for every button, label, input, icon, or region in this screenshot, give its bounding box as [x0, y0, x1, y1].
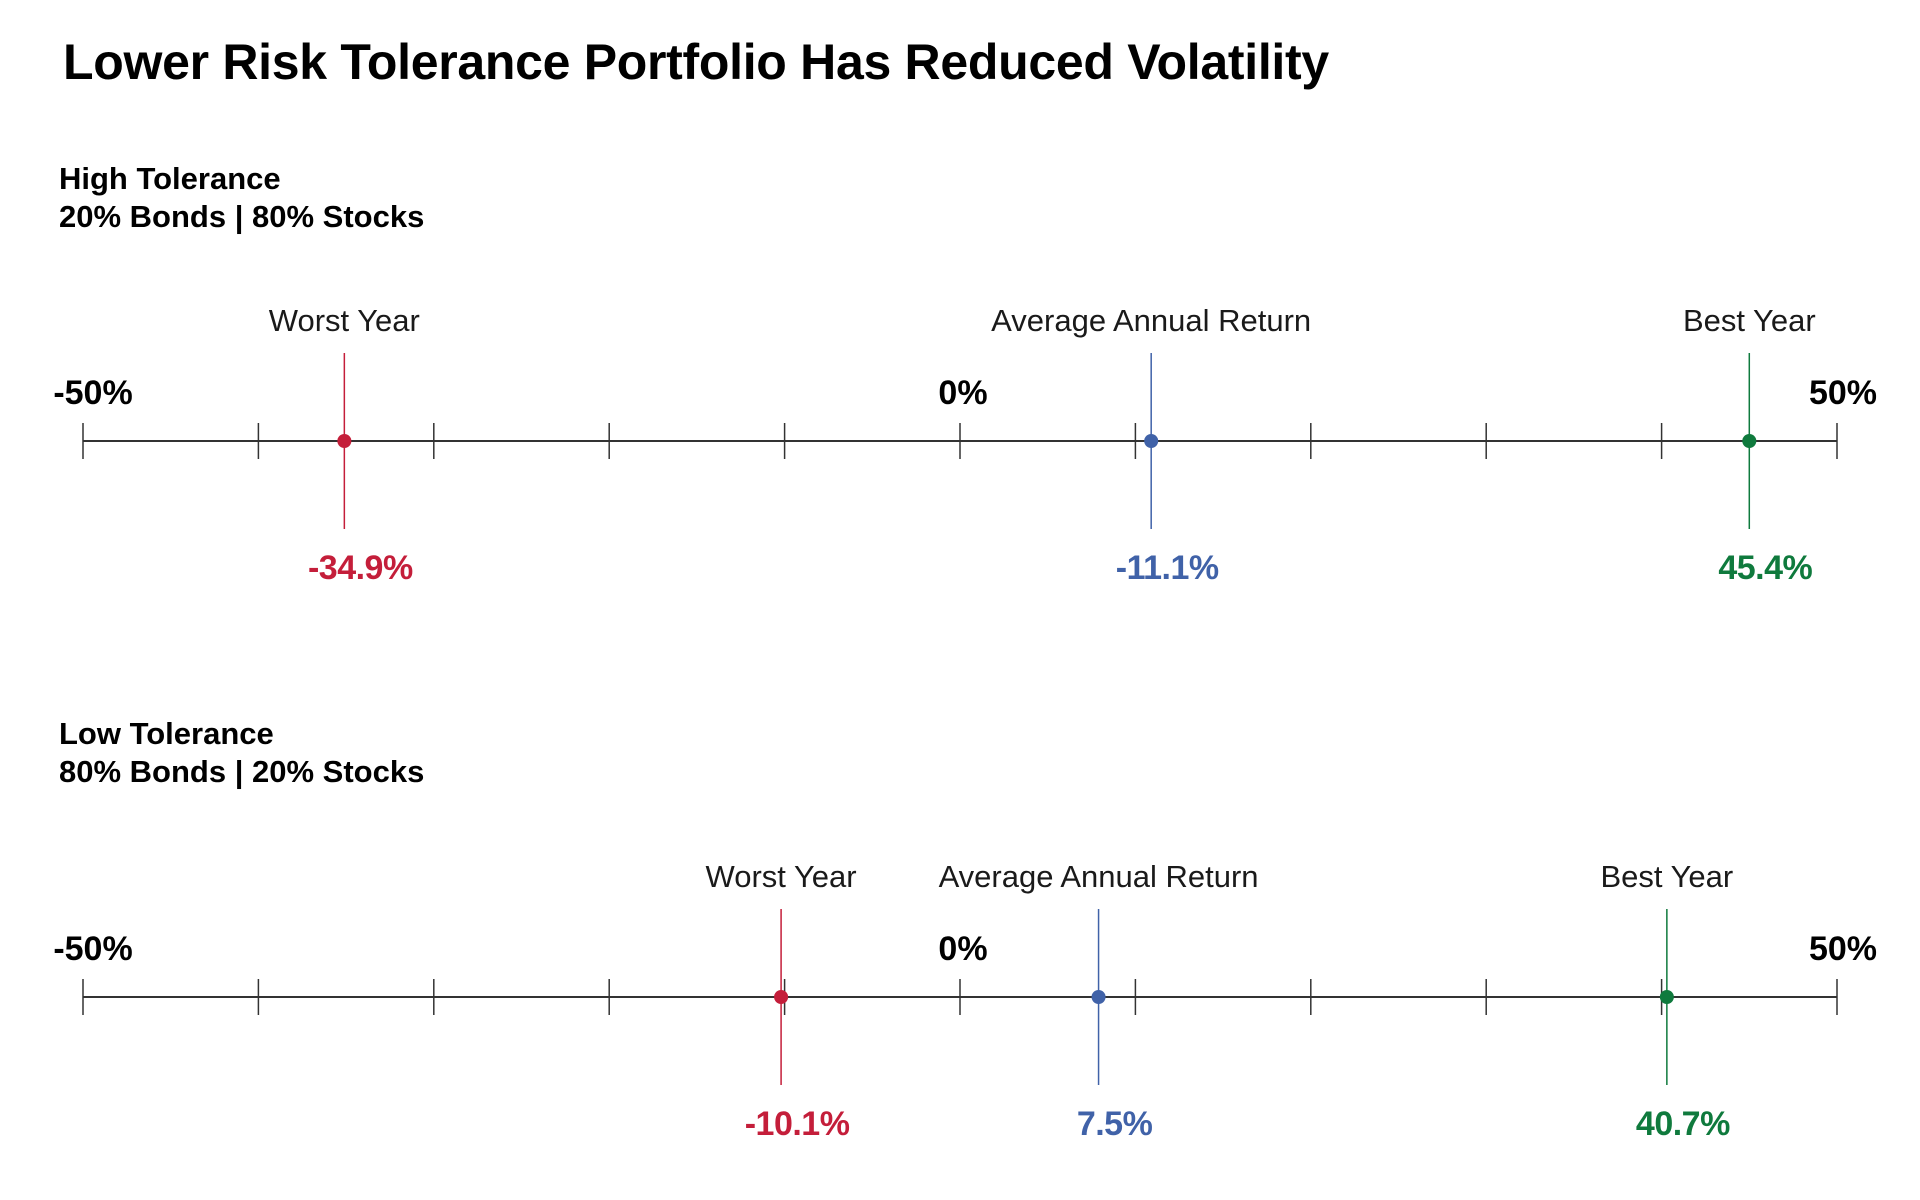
tick-label-max: 50% — [1809, 374, 1877, 412]
tick-label-max: 50% — [1809, 930, 1877, 968]
tick-label-min: -50% — [53, 374, 132, 412]
best-year-label: Best Year — [1683, 303, 1816, 338]
panel-header-low: Low Tolerance 80% Bonds | 20% Stocks — [59, 715, 424, 791]
panel-title: Low Tolerance — [59, 716, 274, 751]
worst-year-label: Worst Year — [706, 859, 857, 894]
panel-subtitle: 80% Bonds | 20% Stocks — [59, 754, 425, 789]
tick-label-zero: 0% — [938, 930, 987, 968]
best-year-value-label: 40.7% — [1636, 1105, 1730, 1143]
worst-year-value-label: -34.9% — [308, 549, 413, 587]
tick-label-min: -50% — [53, 930, 132, 968]
worst-year-point — [337, 434, 352, 448]
average-annual-return-value-label: -11.1% — [1116, 549, 1219, 587]
best-year-label: Best Year — [1601, 859, 1734, 894]
average-annual-return-value-label: 7.5% — [1077, 1105, 1153, 1143]
best-year-point — [1659, 990, 1674, 1004]
panel-subtitle: 20% Bonds | 80% Stocks — [59, 199, 425, 234]
best-year-point — [1742, 434, 1757, 448]
tick-label-zero: 0% — [938, 374, 987, 412]
average-annual-return-point — [1144, 434, 1159, 448]
worst-year-point — [774, 990, 789, 1004]
average-annual-return-label: Average Annual Return — [939, 859, 1259, 894]
best-year-value-label: 45.4% — [1718, 549, 1812, 587]
panel-title: High Tolerance — [59, 161, 281, 196]
average-annual-return-point — [1091, 990, 1106, 1004]
worst-year-value-label: -10.1% — [745, 1105, 850, 1143]
page-title: Lower Risk Tolerance Portfolio Has Reduc… — [63, 34, 1329, 90]
average-annual-return-label: Average Annual Return — [991, 303, 1311, 338]
worst-year-label: Worst Year — [269, 303, 420, 338]
panel-header-high: High Tolerance 20% Bonds | 80% Stocks — [59, 160, 424, 236]
